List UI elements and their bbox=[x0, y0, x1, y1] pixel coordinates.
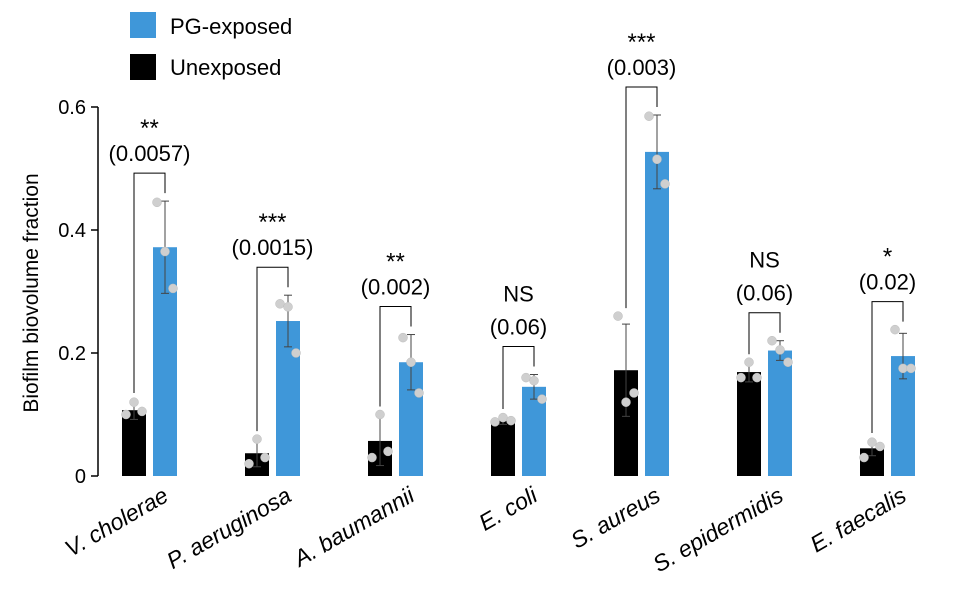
data-point-0-4-1 bbox=[621, 397, 631, 407]
p-value-label-4-0: (0.003) bbox=[607, 55, 677, 80]
p-value-label-1-0: (0.0015) bbox=[232, 235, 314, 260]
y-tick-label-3: 0.6 bbox=[58, 97, 86, 119]
data-point-0-4-2 bbox=[629, 388, 639, 398]
data-point-1-2-0 bbox=[398, 332, 408, 343]
bar-1-4 bbox=[645, 151, 669, 476]
significance-bracket-2 bbox=[379, 306, 412, 407]
bar-0-0 bbox=[122, 410, 146, 476]
category-label-5: S. epidermidis bbox=[648, 482, 788, 578]
data-point-0-5-0 bbox=[736, 372, 746, 383]
data-point-0-3-2 bbox=[506, 415, 516, 426]
data-point-1-2-1 bbox=[406, 357, 416, 367]
category-label-4: S. aureus bbox=[566, 482, 665, 554]
significance-stars-0: ** bbox=[140, 115, 159, 142]
data-point-0-5-1 bbox=[744, 357, 754, 367]
y-tick-label-1: 0.2 bbox=[58, 343, 86, 365]
significance-stars-4: *** bbox=[627, 29, 655, 56]
data-point-1-3-2 bbox=[537, 394, 547, 404]
data-point-1-1-1 bbox=[283, 302, 293, 312]
p-value-label-5-1: (0.06) bbox=[736, 281, 793, 306]
data-point-0-6-0 bbox=[859, 452, 869, 463]
data-point-0-1-1 bbox=[252, 434, 262, 444]
plot-area: 00.20.40.6(0.0057)**V. cholerae(0.0015)*… bbox=[58, 29, 916, 577]
data-point-1-4-0 bbox=[644, 111, 654, 121]
data-point-0-4-0 bbox=[613, 311, 623, 321]
p-value-label-3-0: NS bbox=[503, 282, 534, 307]
data-point-0-0-1 bbox=[129, 397, 139, 407]
data-point-1-5-0 bbox=[767, 335, 777, 346]
data-point-1-6-0 bbox=[890, 324, 900, 335]
significance-bracket-1 bbox=[256, 266, 289, 432]
significance-bracket-5 bbox=[748, 312, 781, 355]
significance-bracket-0 bbox=[133, 172, 166, 393]
significance-bracket-3 bbox=[502, 346, 535, 409]
y-tick-label-0: 0 bbox=[75, 466, 86, 488]
data-point-1-5-1 bbox=[775, 345, 785, 355]
data-point-0-2-0 bbox=[367, 452, 377, 463]
data-point-1-0-1 bbox=[160, 246, 170, 257]
category-label-1: P. aeruginosa bbox=[162, 482, 295, 574]
data-point-0-3-0 bbox=[490, 417, 500, 427]
bar-0-5 bbox=[737, 372, 761, 476]
significance-bracket-6 bbox=[871, 301, 904, 433]
legend-swatch-pg-exposed bbox=[130, 12, 156, 38]
significance-stars-2: ** bbox=[386, 249, 405, 276]
p-value-label-2-0: (0.002) bbox=[361, 275, 431, 300]
category-label-2: A. baumannii bbox=[288, 481, 420, 572]
bar-0-3 bbox=[491, 420, 515, 476]
p-value-label-3-1: (0.06) bbox=[490, 315, 547, 340]
bar-1-5 bbox=[768, 350, 792, 476]
y-tick-label-2: 0.4 bbox=[58, 220, 86, 242]
data-point-1-2-2 bbox=[414, 388, 424, 398]
data-point-0-6-2 bbox=[875, 441, 885, 452]
legend-swatch-unexposed bbox=[130, 54, 156, 80]
data-point-1-1-2 bbox=[291, 348, 301, 358]
data-point-1-0-0 bbox=[152, 197, 162, 208]
data-point-1-3-0 bbox=[521, 372, 531, 383]
data-point-1-5-2 bbox=[783, 357, 793, 367]
category-label-0: V. cholerae bbox=[60, 482, 172, 562]
data-point-0-0-0 bbox=[121, 409, 131, 420]
data-point-1-6-2 bbox=[906, 363, 916, 374]
data-point-1-4-2 bbox=[660, 179, 670, 189]
significance-stars-1: *** bbox=[258, 209, 286, 236]
data-point-0-3-1 bbox=[498, 412, 508, 423]
data-point-1-0-2 bbox=[168, 283, 178, 294]
data-point-0-5-2 bbox=[752, 372, 762, 383]
legend: PG-exposed Unexposed bbox=[130, 12, 292, 80]
data-point-0-0-2 bbox=[137, 406, 147, 417]
p-value-label-0-0: (0.0057) bbox=[109, 141, 191, 166]
data-point-1-6-1 bbox=[898, 363, 908, 374]
data-point-0-1-2 bbox=[260, 452, 270, 463]
p-value-label-5-0: NS bbox=[749, 248, 780, 273]
significance-bracket-4 bbox=[625, 86, 658, 309]
category-label-6: E. faecalis bbox=[806, 482, 911, 558]
category-label-3: E. coli bbox=[474, 481, 542, 535]
significance-stars-6: * bbox=[883, 244, 892, 271]
y-axis-title: Biofilm biovolume fraction bbox=[20, 173, 43, 412]
data-point-1-3-1 bbox=[529, 375, 539, 386]
data-point-0-2-1 bbox=[375, 409, 385, 420]
legend-label-unexposed: Unexposed bbox=[170, 55, 281, 80]
data-point-0-2-2 bbox=[383, 446, 393, 457]
data-point-1-4-1 bbox=[652, 154, 662, 165]
data-point-0-6-1 bbox=[867, 437, 877, 447]
legend-label-pg-exposed: PG-exposed bbox=[170, 14, 292, 39]
p-value-label-6-0: (0.02) bbox=[859, 270, 916, 295]
data-point-0-1-0 bbox=[244, 458, 254, 469]
data-point-1-1-0 bbox=[275, 299, 285, 309]
